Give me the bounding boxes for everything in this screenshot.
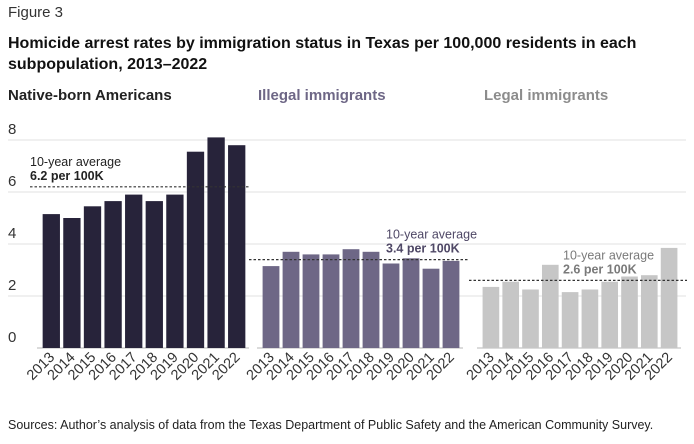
bar-legal-immigrants-2013 <box>482 286 500 348</box>
bar-illegal-immigrants-2017 <box>342 249 360 348</box>
bar-legal-immigrants-2017 <box>561 292 579 348</box>
panel-title-legal-immigrants: Legal immigrants <box>484 87 609 104</box>
bar-native-born-2014 <box>63 218 81 348</box>
bar-illegal-immigrants-2014 <box>282 251 300 348</box>
bar-native-born-2020 <box>186 151 205 348</box>
bar-legal-immigrants-2015 <box>522 289 539 348</box>
figure-label: Figure 3 <box>8 4 64 21</box>
bar-native-born-2016 <box>104 201 122 348</box>
y-tick-label-6: 6 <box>8 173 16 190</box>
y-tick-label-2: 2 <box>8 277 16 294</box>
average-value-illegal-immigrants: 3.4 per 100K <box>386 242 460 256</box>
bar-legal-immigrants-2016 <box>541 264 559 348</box>
bar-illegal-immigrants-2016 <box>322 254 340 348</box>
chart-title: Homicide arrest rates by immigration sta… <box>8 35 637 73</box>
average-caption-legal-immigrants: 10-year average <box>563 248 654 262</box>
bar-illegal-immigrants-2013 <box>262 266 280 348</box>
bar-legal-immigrants-2020 <box>621 276 638 348</box>
average-value-native-born: 6.2 per 100K <box>30 169 104 183</box>
bar-illegal-immigrants-2018 <box>362 251 380 348</box>
bar-illegal-immigrants-2015 <box>302 254 320 348</box>
bar-native-born-2015 <box>83 206 102 348</box>
bar-legal-immigrants-2019 <box>601 281 619 348</box>
bar-illegal-immigrants-2019 <box>382 263 400 348</box>
bar-native-born-2022 <box>228 145 246 348</box>
bar-native-born-2021 <box>207 137 225 348</box>
average-caption-illegal-immigrants: 10-year average <box>386 228 477 242</box>
bar-legal-immigrants-2014 <box>502 281 520 348</box>
bar-legal-immigrants-2022 <box>660 247 678 348</box>
bar-illegal-immigrants-2022 <box>442 260 460 348</box>
panel-title-illegal-immigrants: Illegal immigrants <box>258 87 386 104</box>
bar-native-born-2017 <box>125 194 143 348</box>
bar-native-born-2019 <box>166 194 184 348</box>
average-value-legal-immigrants: 2.6 per 100K <box>563 262 637 276</box>
bar-native-born-2018 <box>145 201 163 348</box>
bar-illegal-immigrants-2021 <box>422 268 440 348</box>
bar-illegal-immigrants-2020 <box>402 258 420 348</box>
bar-native-born-2013 <box>42 214 60 348</box>
bar-legal-immigrants-2018 <box>581 289 599 348</box>
y-tick-label-4: 4 <box>8 225 16 242</box>
y-tick-label-8: 8 <box>8 121 16 138</box>
average-caption-native-born: 10-year average <box>30 155 121 169</box>
source-note: Sources: Author’s analysis of data from … <box>8 418 654 432</box>
panel-title-native-born: Native-born Americans <box>8 87 172 104</box>
y-tick-label-0: 0 <box>8 329 16 346</box>
bar-legal-immigrants-2021 <box>640 275 658 348</box>
